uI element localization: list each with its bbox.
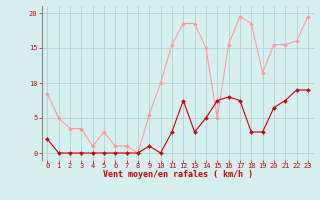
- X-axis label: Vent moyen/en rafales ( km/h ): Vent moyen/en rafales ( km/h ): [103, 170, 252, 179]
